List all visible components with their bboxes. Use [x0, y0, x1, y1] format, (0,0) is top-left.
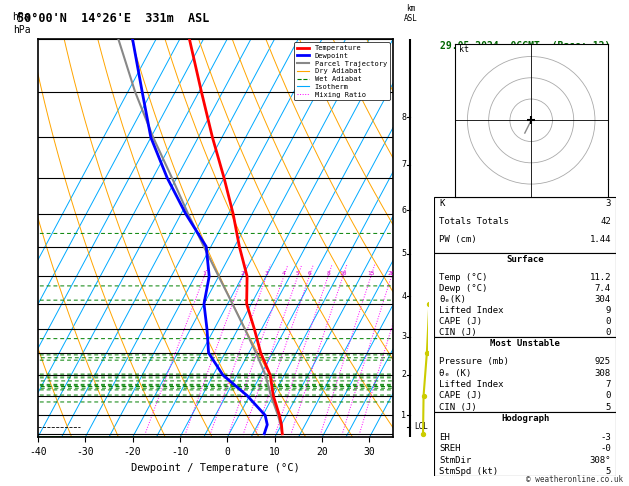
Text: hPa: hPa	[13, 25, 30, 35]
Point	[418, 392, 428, 399]
Text: 10: 10	[339, 271, 347, 277]
Point	[426, 243, 437, 250]
Text: EH: EH	[440, 433, 450, 442]
Text: 0: 0	[606, 391, 611, 400]
Text: 3: 3	[401, 332, 406, 342]
Text: Pressure (mb): Pressure (mb)	[440, 357, 509, 366]
Bar	[434, 412, 616, 476]
Legend: Temperature, Dewpoint, Parcel Trajectory, Dry Adiabat, Wet Adiabat, Isotherm, Mi: Temperature, Dewpoint, Parcel Trajectory…	[294, 42, 389, 100]
Text: -3: -3	[600, 433, 611, 442]
Bar	[434, 253, 616, 337]
Text: 11.2: 11.2	[589, 273, 611, 282]
Text: 0: 0	[606, 317, 611, 326]
Text: 8: 8	[326, 271, 330, 277]
Text: 5: 5	[606, 403, 611, 412]
Bar	[434, 197, 616, 253]
Text: 3: 3	[264, 271, 268, 277]
Bar	[434, 337, 616, 412]
Text: 308°: 308°	[589, 455, 611, 465]
Text: CAPE (J): CAPE (J)	[440, 391, 482, 400]
Point	[424, 300, 434, 308]
X-axis label: Dewpoint / Temperature (°C): Dewpoint / Temperature (°C)	[131, 463, 300, 473]
Text: StmDir: StmDir	[440, 455, 472, 465]
Text: 1: 1	[401, 411, 406, 420]
Text: 15: 15	[367, 271, 375, 277]
Point	[434, 35, 444, 43]
Text: kt: kt	[459, 45, 469, 54]
Text: 1.44: 1.44	[589, 235, 611, 244]
Text: StmSpd (kt): StmSpd (kt)	[440, 467, 499, 476]
Text: PW (cm): PW (cm)	[440, 235, 477, 244]
Text: SREH: SREH	[440, 444, 461, 453]
Text: θₑ (K): θₑ (K)	[440, 368, 472, 378]
Text: CAPE (J): CAPE (J)	[440, 317, 482, 326]
Text: 0: 0	[606, 328, 611, 337]
Point	[418, 430, 428, 438]
Text: 42: 42	[600, 217, 611, 226]
Text: θₑ(K): θₑ(K)	[440, 295, 466, 304]
Text: © weatheronline.co.uk: © weatheronline.co.uk	[526, 474, 623, 484]
Text: CIN (J): CIN (J)	[440, 328, 477, 337]
Text: 925: 925	[595, 357, 611, 366]
Text: hPa: hPa	[13, 12, 30, 22]
Text: 304: 304	[595, 295, 611, 304]
Text: Dewp (°C): Dewp (°C)	[440, 284, 488, 293]
Text: 29.05.2024  06GMT  (Base: 12): 29.05.2024 06GMT (Base: 12)	[440, 41, 610, 51]
Text: Lifted Index: Lifted Index	[440, 306, 504, 315]
Text: 1: 1	[203, 271, 206, 277]
Text: Hodograph: Hodograph	[501, 414, 549, 423]
Text: Totals Totals: Totals Totals	[440, 217, 509, 226]
Text: 2: 2	[401, 370, 406, 380]
Text: 308: 308	[595, 368, 611, 378]
Text: 9: 9	[606, 306, 611, 315]
Text: 5: 5	[296, 271, 299, 277]
Text: 7: 7	[401, 160, 406, 169]
Text: 4: 4	[401, 292, 406, 301]
Text: 2: 2	[241, 271, 245, 277]
Text: 7.4: 7.4	[595, 284, 611, 293]
Text: Surface: Surface	[506, 255, 544, 264]
Text: K: K	[440, 199, 445, 208]
Point	[422, 349, 432, 357]
Text: Lifted Index: Lifted Index	[440, 380, 504, 389]
Text: 3: 3	[606, 199, 611, 208]
Text: 5: 5	[401, 249, 406, 259]
Text: 6: 6	[401, 206, 406, 215]
Text: 20: 20	[387, 271, 395, 277]
Text: LCL: LCL	[414, 422, 428, 431]
Point	[430, 174, 440, 182]
Text: km
ASL: km ASL	[403, 3, 418, 23]
Text: 7: 7	[606, 380, 611, 389]
Text: 5: 5	[606, 467, 611, 476]
Text: 4: 4	[282, 271, 286, 277]
Text: 50°00'N  14°26'E  331m  ASL: 50°00'N 14°26'E 331m ASL	[17, 12, 209, 25]
Text: Most Unstable: Most Unstable	[490, 339, 560, 348]
Text: Temp (°C): Temp (°C)	[440, 273, 488, 282]
Text: 6: 6	[308, 271, 311, 277]
Text: CIN (J): CIN (J)	[440, 403, 477, 412]
Text: 8: 8	[401, 113, 406, 122]
Point	[431, 88, 442, 96]
Text: -0: -0	[600, 444, 611, 453]
